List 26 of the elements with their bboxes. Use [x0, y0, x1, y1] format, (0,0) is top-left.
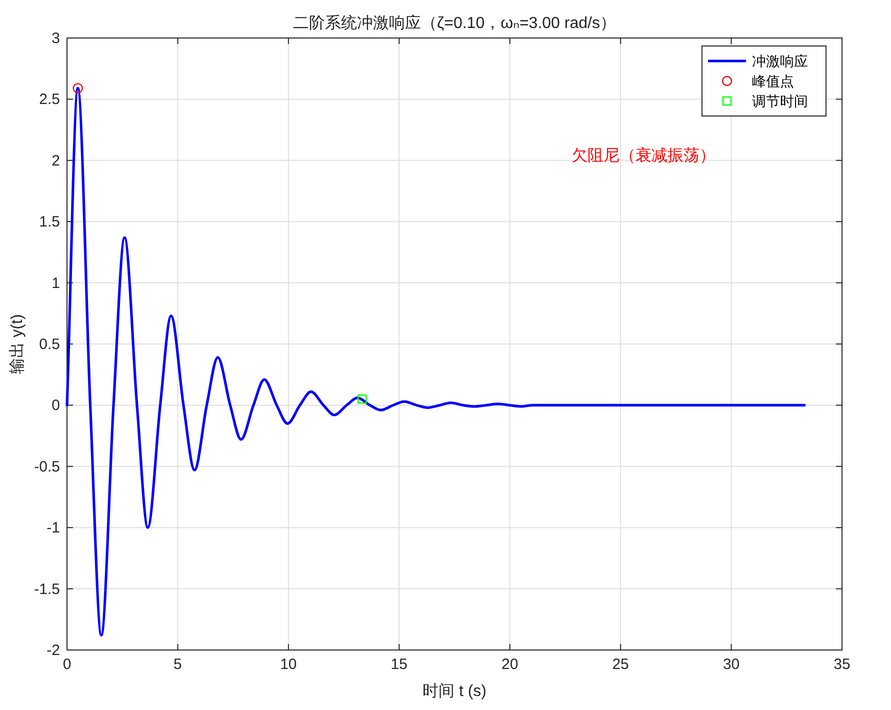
y-tick-label: 1 — [52, 274, 60, 292]
y-tick-label: 2 — [52, 152, 60, 170]
y-tick-label: 0 — [52, 397, 60, 414]
chart-title: 二阶系统冲激响应（ζ=0.10，ωₙ=3.00 rad/s） — [293, 14, 616, 32]
x-tick-label: 15 — [390, 656, 408, 673]
y-tick-label: 0.5 — [39, 336, 60, 353]
y-tick-label: 1.5 — [39, 214, 60, 231]
annotation: 欠阻尼（衰减振荡） — [572, 146, 716, 164]
y-tick-label: -0.5 — [34, 458, 60, 476]
x-axis-title: 时间 t (s) — [422, 682, 486, 700]
y-tick-label: -2 — [46, 642, 60, 659]
x-tick-label: 25 — [612, 656, 629, 673]
x-tick-label: 30 — [722, 656, 740, 673]
y-tick-label: -1 — [46, 520, 60, 537]
x-tick-label: 5 — [174, 656, 182, 673]
x-tick-label: 10 — [280, 656, 297, 673]
x-tick-label: 20 — [502, 656, 518, 673]
legend-label: 调节时间 — [752, 93, 808, 109]
x-tick-label: 35 — [834, 656, 850, 673]
y-tick-label: 3 — [52, 30, 60, 47]
x-tick-label: 0 — [62, 656, 72, 673]
y-axis-title: 输出 y(t) — [8, 314, 26, 374]
legend-label: 峰值点 — [752, 73, 794, 89]
legend-label: 冲激响应 — [752, 53, 808, 69]
y-tick-label: 2.5 — [39, 91, 60, 108]
y-tick-label: -1.5 — [34, 580, 60, 598]
